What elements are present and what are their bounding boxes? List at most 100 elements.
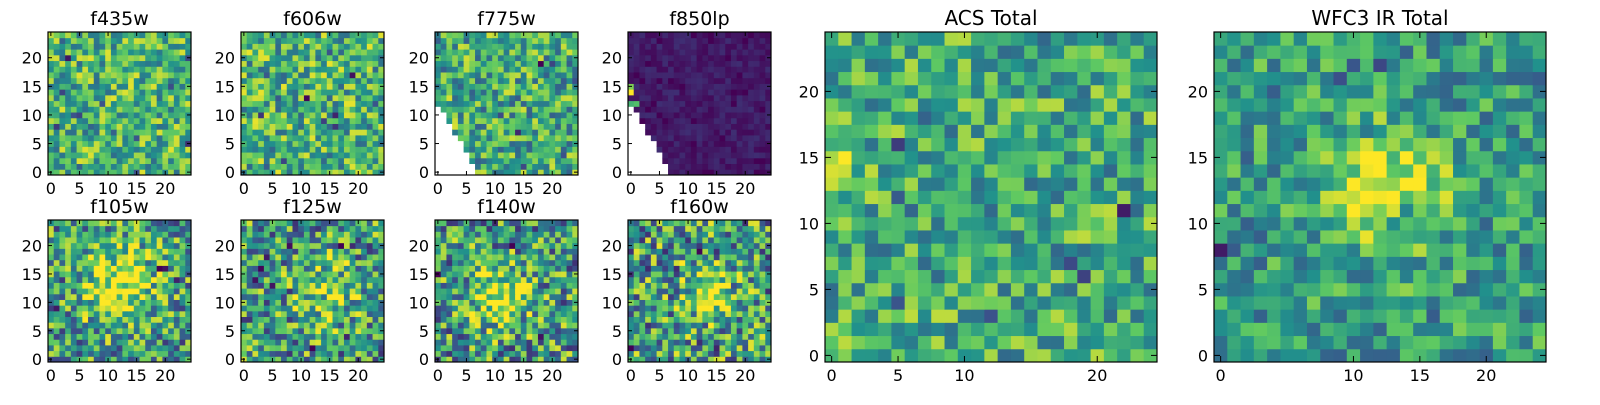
- heatmap-cell: [310, 282, 316, 288]
- heatmap-cell: [71, 260, 77, 266]
- heatmap-cell: [252, 83, 258, 89]
- heatmap-cell: [99, 226, 105, 232]
- heatmap-cell: [555, 254, 561, 260]
- heatmap-cell: [122, 38, 128, 44]
- heatmap-cell: [691, 124, 697, 130]
- heatmap-cell: [567, 311, 573, 317]
- heatmap-cell: [252, 231, 258, 237]
- heatmap-cell: [651, 288, 657, 294]
- heatmap-cell: [628, 72, 634, 78]
- heatmap-cell: [754, 164, 760, 170]
- heatmap-cell: [742, 38, 748, 44]
- heatmap-cell: [298, 322, 304, 328]
- heatmap-cell: [742, 277, 748, 283]
- heatmap-cell: [492, 49, 498, 55]
- heatmap-cell: [679, 66, 685, 72]
- heatmap-cell: [140, 158, 146, 164]
- heatmap-cell: [662, 334, 668, 340]
- heatmap-cell: [252, 248, 258, 254]
- heatmap-cell: [275, 124, 281, 130]
- heatmap-cell: [287, 141, 293, 147]
- heatmap-cell: [435, 254, 441, 260]
- heatmap-cell: [458, 277, 464, 283]
- heatmap-cell: [639, 294, 645, 300]
- heatmap-cell: [685, 339, 691, 345]
- heatmap-cell: [361, 95, 367, 101]
- heatmap-cell: [99, 118, 105, 124]
- heatmap-cell: [304, 141, 310, 147]
- heatmap-cell: [247, 95, 253, 101]
- heatmap-cell: [748, 61, 754, 67]
- heatmap-cell: [737, 322, 743, 328]
- heatmap-cell: [567, 124, 573, 130]
- heatmap-cell: [252, 72, 258, 78]
- heatmap-cell: [544, 89, 550, 95]
- heatmap-cell: [88, 152, 94, 158]
- heatmap-cell: [691, 66, 697, 72]
- heatmap-cell: [373, 43, 379, 49]
- heatmap-cell: [521, 152, 527, 158]
- heatmap-cell: [355, 311, 361, 317]
- heatmap-cell: [355, 248, 361, 254]
- heatmap-cell: [731, 95, 737, 101]
- heatmap-cell: [725, 271, 731, 277]
- heatmap-cell: [350, 345, 356, 351]
- heatmap-cell: [344, 237, 350, 243]
- heatmap-cell: [157, 78, 163, 84]
- heatmap-cell: [651, 277, 657, 283]
- heatmap-cell: [355, 322, 361, 328]
- heatmap-cell: [151, 112, 157, 118]
- heatmap-cell: [668, 351, 674, 357]
- heatmap-cell: [515, 311, 521, 317]
- heatmap-cell: [527, 135, 533, 141]
- heatmap-cell: [469, 38, 475, 44]
- heatmap-cell: [59, 49, 65, 55]
- heatmap-cell: [252, 141, 258, 147]
- heatmap-cell: [258, 311, 264, 317]
- heatmap-cell: [509, 334, 515, 340]
- heatmap-cell: [65, 317, 71, 323]
- heatmap-cell: [99, 78, 105, 84]
- heatmap-cell: [292, 129, 298, 135]
- heatmap-cell: [275, 129, 281, 135]
- heatmap-cell: [65, 226, 71, 232]
- heatmap-cell: [168, 106, 174, 112]
- heatmap-cell: [162, 277, 168, 283]
- heatmap-cell: [458, 32, 464, 38]
- heatmap-cell: [162, 49, 168, 55]
- x-tick-label: 20: [348, 366, 368, 385]
- heatmap-cell: [344, 164, 350, 170]
- heatmap-cell: [549, 164, 555, 170]
- heatmap-cell: [264, 226, 270, 232]
- heatmap-cell: [720, 32, 726, 38]
- heatmap-cell: [71, 220, 77, 226]
- heatmap-cell: [515, 124, 521, 130]
- heatmap-cell: [708, 129, 714, 135]
- heatmap-cell: [668, 152, 674, 158]
- heatmap-cell: [134, 339, 140, 345]
- heatmap-cell: [134, 112, 140, 118]
- heatmap-cell: [708, 43, 714, 49]
- heatmap-cell: [691, 78, 697, 84]
- heatmap-cell: [99, 345, 105, 351]
- heatmap-cell: [287, 158, 293, 164]
- heatmap-cell: [521, 49, 527, 55]
- heatmap-cell: [327, 135, 333, 141]
- heatmap-cell: [247, 294, 253, 300]
- heatmap-cell: [333, 339, 339, 345]
- heatmap-cell: [327, 265, 333, 271]
- heatmap-cell: [748, 43, 754, 49]
- heatmap-cell: [281, 101, 287, 107]
- heatmap-cell: [685, 89, 691, 95]
- heatmap-cell: [361, 158, 367, 164]
- heatmap-cell: [122, 311, 128, 317]
- heatmap-cell: [527, 288, 533, 294]
- heatmap-cell: [725, 78, 731, 84]
- heatmap-cell: [714, 43, 720, 49]
- heatmap-cell: [452, 66, 458, 72]
- heatmap-cell: [157, 32, 163, 38]
- heatmap-cell: [657, 61, 663, 67]
- heatmap-cell: [65, 265, 71, 271]
- heatmap-cell: [344, 43, 350, 49]
- heatmap-cell: [549, 49, 555, 55]
